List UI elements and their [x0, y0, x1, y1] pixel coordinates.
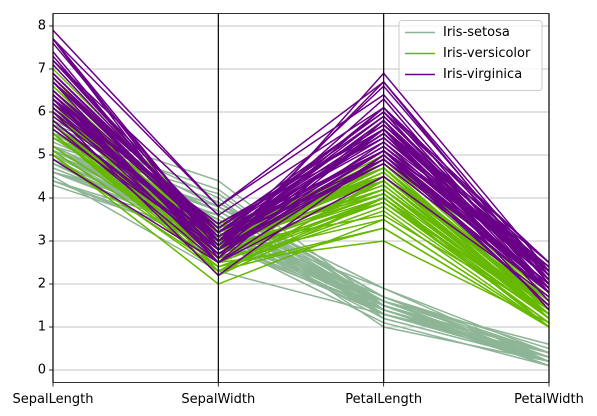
x-tick-label: SepalWidth [181, 392, 255, 407]
data-line [52, 150, 550, 324]
legend-box [398, 20, 543, 91]
data-line [52, 120, 550, 289]
legend: Iris-setosa Iris-versicolor Iris-virginica [398, 20, 543, 91]
data-line [52, 38, 550, 285]
y-tick-label: 0 [38, 363, 46, 378]
legend-label: Iris-setosa [443, 25, 510, 40]
data-line [52, 59, 550, 264]
data-line [52, 81, 550, 264]
y-tick-label: 3 [38, 234, 46, 249]
y-tick-label: 5 [38, 147, 46, 162]
data-line [52, 111, 550, 307]
y-tick-label: 8 [38, 18, 46, 33]
data-line [52, 94, 550, 276]
data-line [52, 38, 550, 276]
data-line [52, 115, 550, 294]
legend-label: Iris-virginica [443, 67, 522, 82]
data-line [52, 102, 550, 272]
legend-label: Iris-versicolor [443, 46, 531, 61]
plot-frame [52, 13, 550, 383]
data-line [52, 158, 550, 298]
x-tick-label: PetalWidth [514, 392, 584, 407]
data-line [52, 132, 550, 315]
data-line [52, 81, 550, 268]
y-tick-label: 1 [38, 320, 46, 335]
data-line [52, 89, 550, 285]
x-tick-label: SepalLength [13, 392, 94, 407]
data-line [52, 132, 550, 328]
data-line [52, 154, 550, 328]
x-tick-label: PetalLength [345, 392, 422, 407]
y-tick-label: 4 [38, 191, 46, 206]
y-tick-label: 6 [38, 104, 46, 119]
y-tick-label: 2 [38, 277, 46, 292]
y-tick-label: 7 [38, 61, 46, 76]
